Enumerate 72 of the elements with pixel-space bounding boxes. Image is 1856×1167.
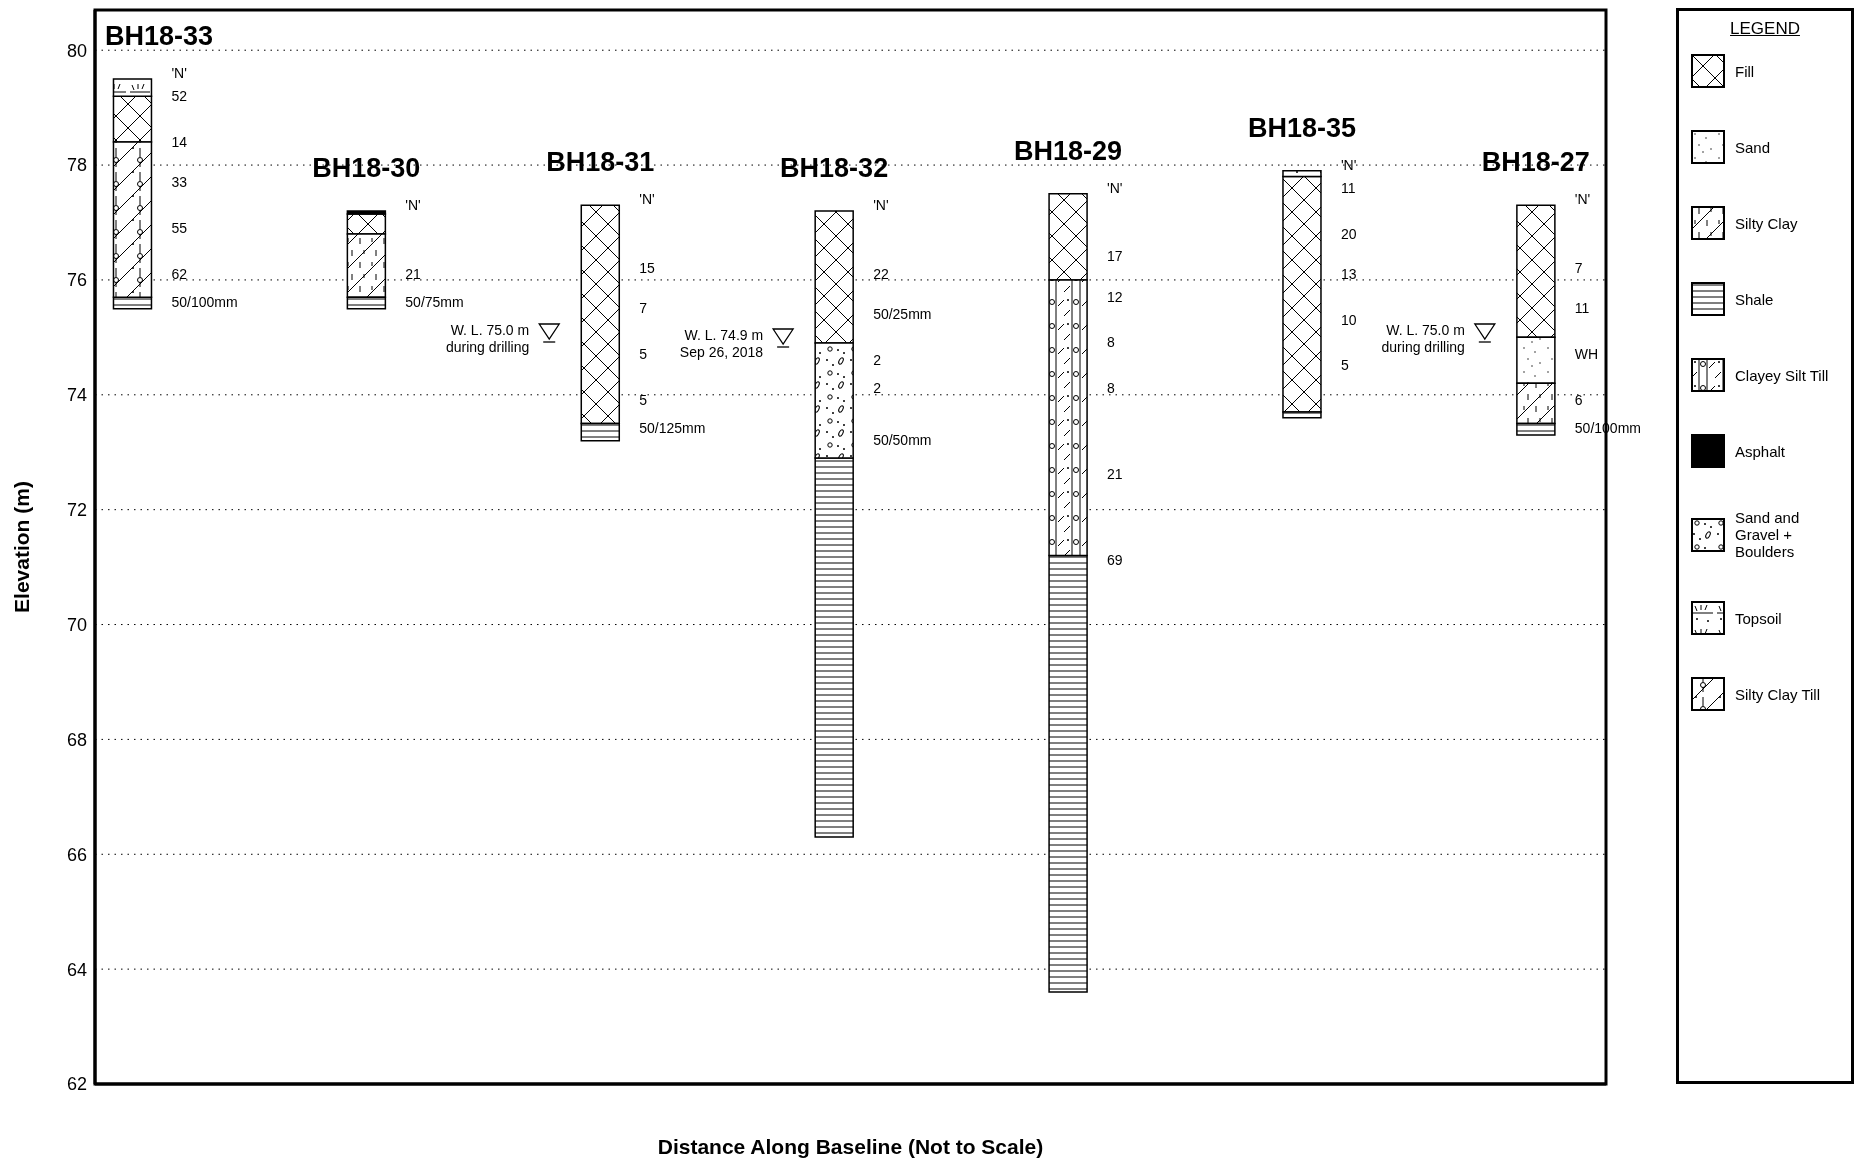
y-tick-label: 66: [66, 844, 87, 865]
annotation: 11: [1340, 180, 1356, 196]
annotation: WH: [1574, 346, 1599, 362]
x-tick-label: BH18-32: [780, 153, 889, 184]
annotation: 12: [1107, 289, 1123, 305]
annotation: 50/75mm: [405, 294, 464, 310]
annotation: 13: [1340, 266, 1357, 282]
annotation: 52: [171, 88, 188, 104]
annotation: 17: [1107, 248, 1123, 264]
legend-label: Asphalt: [1735, 442, 1787, 460]
y-tick-label: 74: [66, 385, 87, 406]
annotation: 50/25mm: [873, 306, 932, 322]
annotation: 69: [1107, 552, 1123, 568]
annotation: 33: [171, 174, 188, 190]
x-tick-label: BH18-31: [546, 147, 655, 178]
legend-label: Silty Clay: [1735, 214, 1799, 232]
annotation: 'N': [1574, 191, 1591, 207]
annotation: 7: [1574, 260, 1583, 276]
y-tick-label: 62: [66, 1074, 87, 1095]
y-tick-label: 64: [66, 959, 87, 980]
annotation: 10: [1340, 312, 1357, 328]
annotation: 'N': [171, 65, 187, 81]
annotation: 7: [639, 300, 648, 316]
annotation: W. L. 75.0 m during drilling: [445, 322, 530, 355]
legend-label: Topsoil: [1735, 609, 1783, 627]
annotation: 'N': [1340, 157, 1357, 173]
annotation: 62: [171, 266, 188, 282]
annotation: 2: [873, 380, 882, 396]
x-tick-label: BH18-30: [312, 153, 421, 184]
annotation: 2: [873, 352, 882, 368]
annotation: 14: [171, 134, 188, 150]
annotation: 6: [1574, 392, 1583, 408]
y-tick-label: 72: [66, 500, 87, 521]
annotation: 8: [1107, 334, 1116, 350]
annotation: 15: [639, 260, 656, 276]
x-tick-label: BH18-33: [105, 20, 214, 51]
legend-label: Silty Clay Till: [1735, 685, 1821, 703]
legend-label: Clayey Silt Till: [1735, 366, 1830, 384]
annotation: W. L. 75.0 m during drilling: [1381, 322, 1465, 355]
legend-label: Fill: [1735, 62, 1756, 80]
x-axis-title: Distance Along Baseline (Not to Scale): [657, 1135, 1044, 1158]
x-tick-label: BH18-35: [1247, 112, 1356, 143]
x-tick-label: BH18-29: [1014, 135, 1123, 166]
annotation: 5: [639, 346, 648, 362]
annotation: 20: [1340, 226, 1357, 242]
annotation: W. L. 74.9 m Sep 26, 2018: [679, 327, 764, 360]
legend-label: Sand: [1735, 138, 1772, 156]
annotation: 8: [1107, 380, 1116, 396]
annotation: 50/100mm: [171, 294, 238, 310]
annotation: 'N': [873, 197, 889, 213]
annotation: 22: [873, 266, 889, 282]
annotation: 5: [1340, 357, 1349, 373]
annotation: 21: [405, 266, 422, 282]
x-tick-label: BH18-27: [1481, 147, 1590, 178]
y-tick-label: 78: [66, 155, 87, 176]
annotation: 11: [1574, 300, 1590, 316]
annotation: 'N': [639, 191, 655, 207]
legend-title: LEGEND: [1729, 19, 1801, 39]
annotation: 'N': [1107, 180, 1123, 196]
legend-label: Shale: [1735, 290, 1775, 308]
annotation: 5: [639, 392, 648, 408]
annotation: 21: [1107, 466, 1123, 482]
annotation: 50/50mm: [873, 432, 932, 448]
y-tick-label: 70: [66, 614, 87, 635]
y-axis-title: Elevation (m): [10, 481, 34, 613]
y-tick-label: 80: [66, 40, 87, 61]
legend-label: Sand and Gravel + Boulders: [1735, 509, 1801, 560]
y-tick-label: 76: [66, 270, 87, 291]
y-tick-label: 68: [66, 729, 87, 750]
annotation: 55: [171, 220, 188, 236]
annotation: 50/125mm: [639, 420, 706, 436]
annotation: 'N': [405, 197, 421, 213]
